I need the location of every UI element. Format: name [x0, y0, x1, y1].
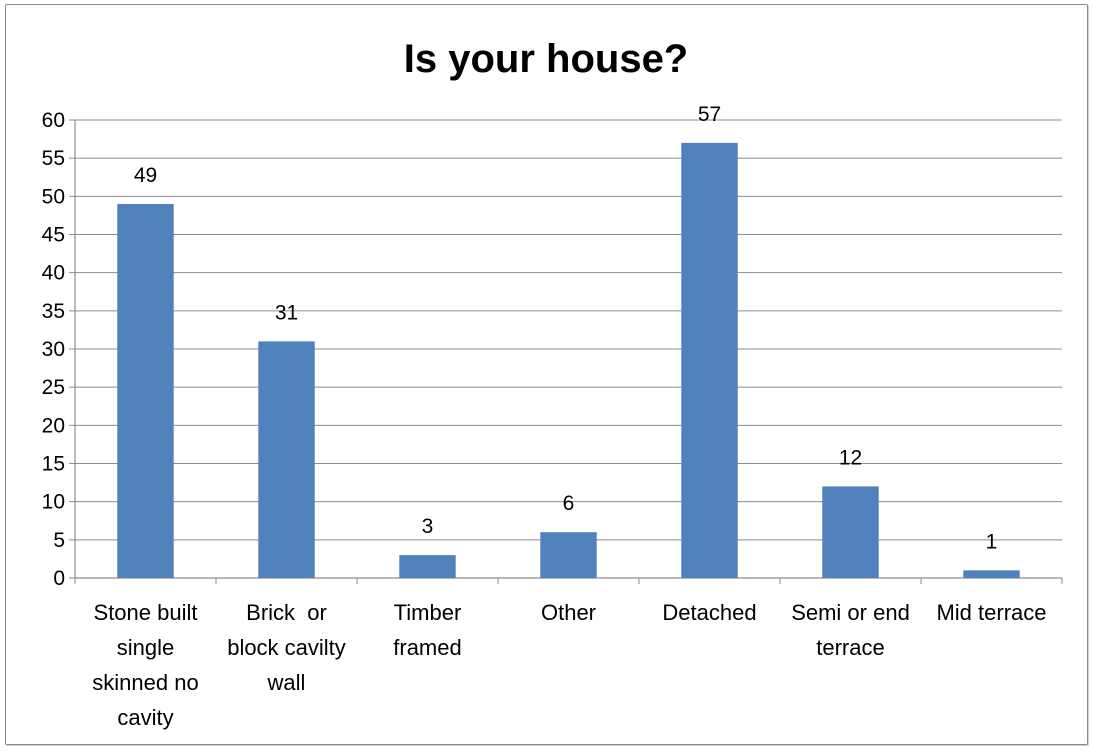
y-tick-label: 40 — [42, 262, 65, 285]
bars — [117, 142, 1020, 578]
category-label: Brick or block cavilty wall — [227, 600, 346, 695]
category-label: Detached — [662, 600, 756, 625]
data-label: 6 — [563, 492, 575, 515]
data-label: 49 — [134, 164, 157, 187]
bar — [399, 555, 456, 578]
y-tick-label: 25 — [42, 376, 65, 399]
category-label: Stone built single skinned no cavity — [92, 600, 198, 730]
category-label-line: Timber — [394, 600, 462, 625]
data-label: 12 — [839, 446, 862, 469]
y-tick-label: 45 — [42, 224, 65, 247]
y-tick-label: 0 — [53, 567, 65, 590]
category-label-line: Detached — [662, 600, 756, 625]
chart-frame — [5, 4, 1088, 745]
y-axis-ticks: 0 5 10 15 20 25 30 35 40 45 50 55 60 — [42, 109, 75, 590]
y-tick-label: 35 — [42, 300, 65, 323]
category-label-line: cavity — [117, 705, 173, 730]
category-label: Timber framed — [393, 600, 461, 660]
category-label-line: Semi or end — [791, 600, 910, 625]
bar — [540, 532, 597, 578]
category-label-line: wall — [267, 670, 306, 695]
category-label-line: skinned no — [92, 670, 198, 695]
y-tick-label: 20 — [42, 414, 65, 437]
data-label: 57 — [698, 103, 721, 126]
bar — [822, 486, 879, 578]
y-tick-label: 5 — [53, 529, 65, 552]
category-label-line: terrace — [816, 635, 884, 660]
data-label: 31 — [275, 301, 298, 324]
category-label-line: Mid terrace — [936, 600, 1046, 625]
y-tick-label: 50 — [42, 185, 65, 208]
category-label: Other — [541, 600, 596, 625]
category-label-line: single — [117, 635, 174, 660]
y-tick-label: 10 — [42, 491, 65, 514]
data-label: 3 — [422, 515, 434, 538]
bar — [117, 203, 174, 578]
category-label-line: framed — [393, 635, 461, 660]
category-labels: Stone built single skinned no cavity Brick o… — [92, 600, 1046, 730]
gridlines — [75, 119, 1062, 541]
bar — [681, 142, 738, 578]
y-tick-label: 15 — [42, 453, 65, 476]
y-tick-label: 55 — [42, 147, 65, 170]
category-label: Mid terrace — [936, 600, 1046, 625]
data-label: 1 — [986, 530, 998, 553]
data-labels: 49 31 3 6 57 12 1 — [134, 103, 998, 553]
chart-title: Is your house? — [404, 37, 689, 81]
bar — [963, 570, 1020, 578]
bar — [258, 341, 315, 578]
y-tick-label: 30 — [42, 338, 65, 361]
category-label: Semi or end terrace — [791, 600, 910, 660]
category-label-line: Other — [541, 600, 596, 625]
y-tick-label: 60 — [42, 109, 65, 132]
category-label-line: Stone built — [94, 600, 198, 625]
category-label-line: Brick or — [246, 600, 327, 625]
category-label-line: block cavilty — [227, 635, 346, 660]
